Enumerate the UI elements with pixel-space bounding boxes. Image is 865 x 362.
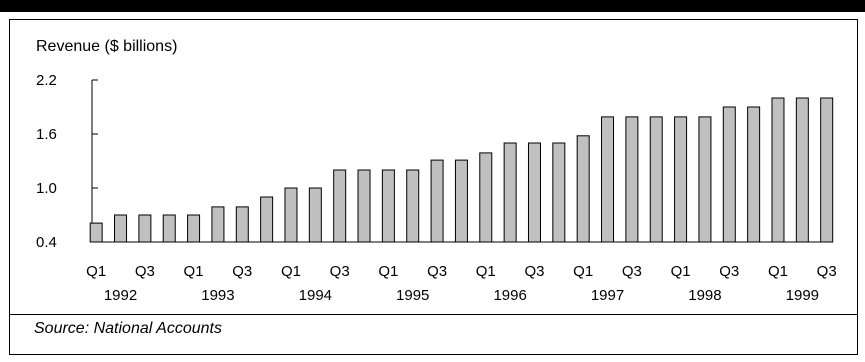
- x-tick-label: Q3: [524, 263, 544, 280]
- year-label: 1993: [201, 287, 234, 304]
- year-label: 1994: [299, 287, 332, 304]
- x-tick-label: Q3: [622, 263, 642, 280]
- bar: [552, 142, 566, 243]
- bar: [333, 169, 347, 243]
- x-tick-label: Q1: [281, 263, 301, 280]
- x-tick-label: Q3: [719, 263, 739, 280]
- bar: [698, 116, 712, 243]
- year-label: 1997: [591, 287, 624, 304]
- y-tick-label: 1.0: [36, 180, 57, 197]
- chart-bars: [89, 97, 834, 243]
- year-label: 1995: [396, 287, 429, 304]
- bar: [747, 106, 761, 243]
- x-tick-label: Q3: [135, 263, 155, 280]
- year-label: 1998: [688, 287, 721, 304]
- bar: [308, 187, 322, 243]
- x-tick-label: Q1: [768, 263, 788, 280]
- x-tick-label: Q1: [671, 263, 691, 280]
- chart-labels: 2.2 1.6 1.0 0.4 Q1 Q3 Q1 Q3 Q1 Q3 Q1 Q3 Q1 Q3 Q1 Q3 Q1 Q3…: [36, 72, 837, 304]
- bar: [820, 97, 834, 243]
- bar: [187, 214, 201, 243]
- year-label: 1996: [493, 287, 526, 304]
- bar: [503, 142, 517, 243]
- x-tick-label: Q1: [184, 263, 204, 280]
- bar: [260, 196, 274, 243]
- x-tick-label: Q1: [573, 263, 593, 280]
- y-axis-label: Revenue ($ billions): [36, 38, 178, 55]
- y-tick-label: 0.4: [36, 234, 57, 251]
- bar: [674, 116, 688, 243]
- x-tick-label: Q1: [86, 263, 106, 280]
- year-label: 1999: [786, 287, 819, 304]
- bar: [722, 106, 736, 243]
- bar: [114, 214, 128, 243]
- y-tick-label: 2.2: [36, 72, 57, 89]
- bar: [406, 169, 420, 243]
- bar: [601, 116, 615, 243]
- bar: [576, 135, 590, 243]
- x-tick-label: Q1: [378, 263, 398, 280]
- chart-border: [9, 19, 858, 355]
- bar: [235, 206, 249, 243]
- bar: [381, 169, 395, 243]
- bar: [625, 116, 639, 243]
- year-label: 1992: [104, 287, 137, 304]
- top-rule: [0, 0, 865, 12]
- bar: [479, 152, 493, 243]
- bar: [284, 187, 298, 243]
- bar: [527, 142, 541, 243]
- bar: [649, 116, 663, 243]
- bar: [795, 97, 809, 243]
- x-tick-label: Q3: [817, 263, 837, 280]
- source-divider: [9, 314, 858, 315]
- bar: [211, 206, 225, 243]
- bar: [162, 214, 176, 243]
- bar: [89, 222, 103, 243]
- source-note: Source: National Accounts: [34, 320, 222, 337]
- x-tick-label: Q3: [330, 263, 350, 280]
- bar: [357, 169, 371, 243]
- x-tick-label: Q1: [476, 263, 496, 280]
- bar: [771, 97, 785, 243]
- y-tick-label: 1.6: [36, 126, 57, 143]
- x-tick-label: Q3: [232, 263, 252, 280]
- bar: [138, 214, 152, 243]
- bar: [454, 159, 468, 243]
- x-tick-label: Q3: [427, 263, 447, 280]
- bar: [430, 159, 444, 243]
